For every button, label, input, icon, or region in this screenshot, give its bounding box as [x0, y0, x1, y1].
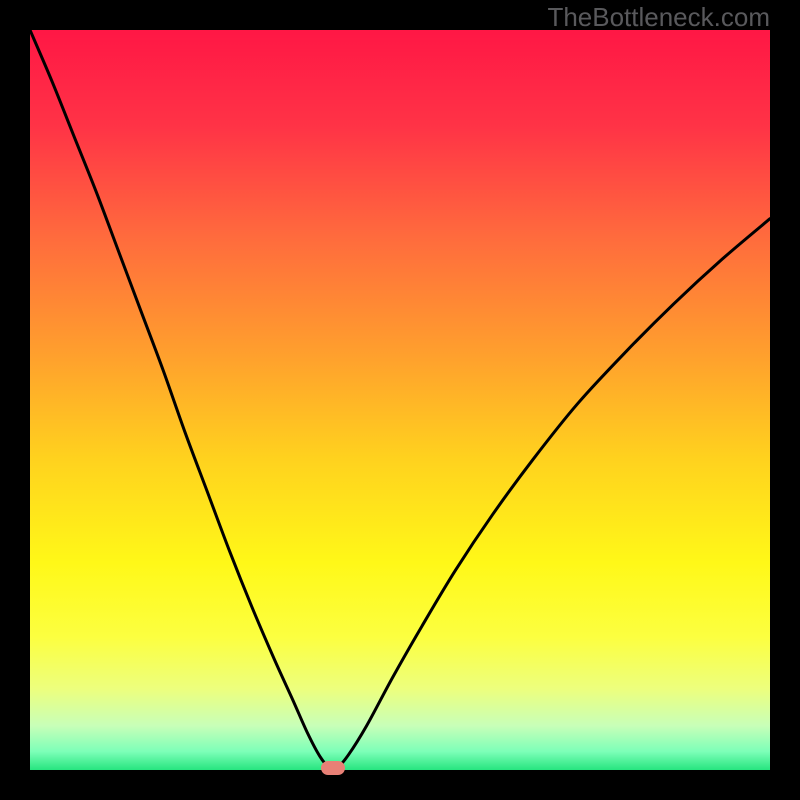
- curve-svg: [30, 30, 770, 770]
- watermark-text: TheBottleneck.com: [547, 2, 770, 33]
- plot-area: [30, 30, 770, 770]
- bottleneck-curve: [30, 30, 770, 769]
- bottleneck-chart: TheBottleneck.com: [0, 0, 800, 800]
- optimal-point-marker: [321, 761, 345, 775]
